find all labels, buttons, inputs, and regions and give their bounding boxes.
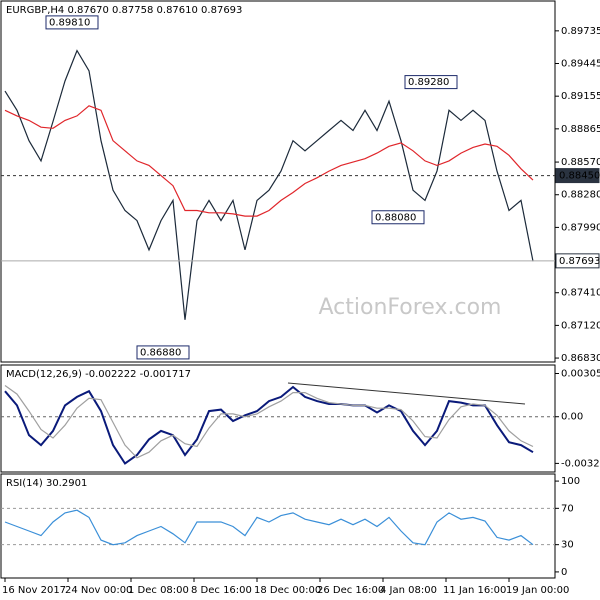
watermark: ActionForex.com <box>319 295 502 320</box>
y-tick-label: 0.87410 <box>561 288 600 299</box>
x-tick-label: 18 Dec 00:00 <box>254 585 321 596</box>
y-tick-label: 0.88280 <box>561 190 600 201</box>
y-tick-label: 70 <box>561 503 574 514</box>
y-tick-label: 0.86830 <box>561 353 600 364</box>
annotation-label: 0.89280 <box>408 77 449 88</box>
y-tick-label: 30 <box>561 540 574 551</box>
y-tick-label: 0 <box>561 567 567 578</box>
annotation-box <box>371 210 425 225</box>
annotation-label: 0.89810 <box>49 17 90 28</box>
y-tick-label: 0.87120 <box>561 320 600 331</box>
series-line <box>4 105 534 217</box>
y-tick-label: 0.89735 <box>561 26 600 37</box>
series-line <box>4 49 534 320</box>
symbol-header: EURGBP,H4 0.87670 0.87758 0.87610 0.8769… <box>6 5 242 16</box>
price-label: 0.87693 <box>559 256 600 267</box>
annotation-box <box>136 345 190 360</box>
y-tick-label: 0.88570 <box>561 157 600 168</box>
annotation-box <box>404 75 458 90</box>
annotation-box <box>45 15 99 30</box>
panel-title: RSI(14) 30.2901 <box>6 478 87 489</box>
x-tick-label: 8 Dec 16:00 <box>191 585 252 596</box>
y-tick-label: 100 <box>561 476 580 487</box>
panel-frame <box>0 364 556 473</box>
y-tick-label: 0.89155 <box>561 91 600 102</box>
price-label: 0.88450 <box>559 171 600 182</box>
y-tick-label: 0.88865 <box>561 124 600 135</box>
x-tick-label: 19 Jan 00:00 <box>506 585 569 596</box>
annotation-label: 0.88080 <box>375 212 416 223</box>
x-tick-label: 11 Jan 16:00 <box>443 585 506 596</box>
price-label-box <box>555 168 600 184</box>
price-label-box <box>555 253 600 269</box>
x-tick-label: 16 Nov 2017 <box>2 585 66 596</box>
y-tick-label: 0.00 <box>561 412 583 423</box>
x-tick-label: 26 Dec 16:00 <box>317 585 384 596</box>
y-tick-label: 0.87990 <box>561 222 600 233</box>
panel-frame <box>0 0 556 363</box>
x-tick-label: 4 Jan 08:00 <box>380 585 437 596</box>
y-tick-label: 0.003051 <box>561 368 600 379</box>
trend-line <box>287 382 526 405</box>
y-tick-label: -0.003293 <box>561 458 600 469</box>
series-line <box>4 385 534 465</box>
annotation-label: 0.86880 <box>140 347 181 358</box>
series-line <box>4 385 534 459</box>
x-tick-label: 1 Dec 08:00 <box>128 585 189 596</box>
x-tick-label: 24 Nov 00:00 <box>65 585 132 596</box>
y-tick-label: 0.89445 <box>561 59 600 70</box>
series-line <box>4 509 534 546</box>
panel-frame <box>0 473 556 579</box>
panel-title: MACD(12,26,9) -0.002222 -0.001717 <box>6 369 191 380</box>
